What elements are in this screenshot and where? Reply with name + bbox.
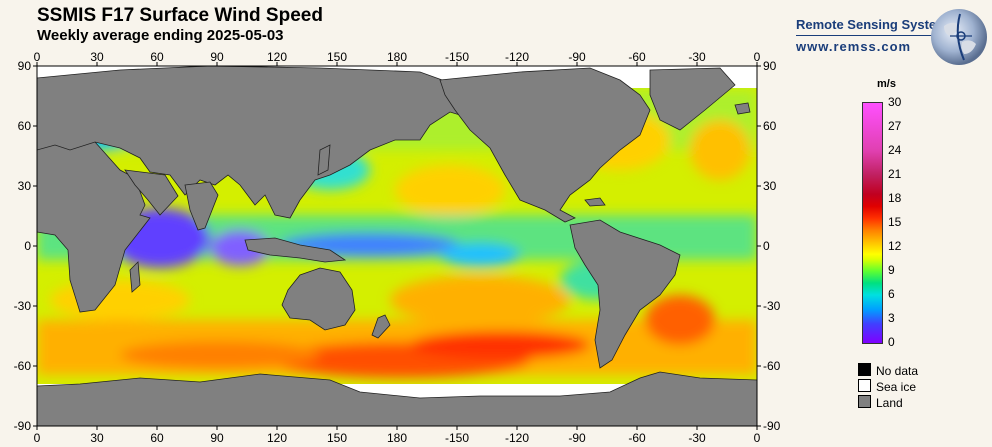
colorbar-tick-label: 0 [888,335,895,349]
legend-label: No data [876,364,919,378]
top-lon-label: 150 [327,50,347,64]
colorbar-tick-label: 30 [888,95,902,109]
left-lat-label: 60 [18,119,32,133]
left-lat-label: 30 [18,179,32,193]
bottom-lon-label: 120 [267,431,287,445]
antarctica [37,371,757,426]
bottom-lon-label: -120 [505,431,529,445]
japan [317,144,331,176]
colorbar-tick-label: 21 [888,167,902,181]
land-masses [37,66,757,426]
greenland [649,67,736,131]
top-lon-label: 180 [387,50,407,64]
colorbar-tick-label: 18 [888,191,902,205]
new-zealand [371,314,391,339]
right-lat-label: -30 [763,299,781,313]
left-lat-label: -90 [14,419,32,433]
madagascar [129,261,141,293]
bottom-lon-label: -60 [628,431,646,445]
right-lat-label: -90 [763,419,781,433]
india [184,181,219,231]
top-lon-label: 30 [90,50,104,64]
axis-ticks [33,62,761,430]
legend-no-data: No data [858,363,918,378]
bottom-lon-label: 150 [327,431,347,445]
bottom-lon-label: -30 [688,431,706,445]
bottom-lon-label: 0 [754,431,761,445]
colorbar-tick-label: 15 [888,215,902,229]
top-lon-label: -60 [628,50,646,64]
top-lon-label: 0 [34,50,41,64]
legend-label: Sea ice [876,380,917,394]
bottom-lon-label: -150 [445,431,469,445]
land-swatch [858,395,871,408]
right-lat-label: -60 [763,359,781,373]
north-america [439,67,651,223]
australia [281,267,356,331]
indonesia [244,237,347,263]
legend-sea-ice: Sea ice [858,379,916,394]
colorbar [862,102,883,344]
bottom-lon-label: 60 [150,431,164,445]
colorbar-tick-label: 27 [888,119,902,133]
africa [37,139,151,313]
iceland [734,102,751,115]
bottom-lon-label: 180 [387,431,407,445]
left-lat-label: 90 [18,59,32,73]
legend-land: Land [858,395,903,410]
right-lat-label: 30 [763,179,777,193]
brand-url[interactable]: www.remss.com [796,39,912,54]
colorbar-tick-label: 12 [888,239,902,253]
colorbar-tick-label: 6 [888,287,895,301]
right-lat-label: 90 [763,59,777,73]
colorbar-tick-label: 24 [888,143,902,157]
colorbar-tick-label: 9 [888,263,895,277]
caribbean-islands [584,197,606,207]
left-lat-label: -60 [14,359,32,373]
right-lat-label: 0 [763,239,770,253]
top-lon-label: -120 [505,50,529,64]
bottom-lon-label: 90 [210,431,224,445]
map-subtitle: Weekly average ending 2025-05-03 [37,27,284,44]
left-lat-label: 0 [24,239,31,253]
bottom-lon-label: -90 [568,431,586,445]
top-lon-label: -90 [568,50,586,64]
top-lon-label: -30 [688,50,706,64]
no-data-swatch [858,363,871,376]
globe-logo-icon [931,9,987,65]
sea-ice-swatch [858,379,871,392]
colorbar-tick-label: 3 [888,311,895,325]
left-lat-label: -30 [14,299,32,313]
arabian-peninsula [124,169,179,216]
top-lon-label: 60 [150,50,164,64]
right-lat-label: 60 [763,119,777,133]
colorbar-unit: m/s [877,78,896,90]
map-title: SSMIS F17 Surface Wind Speed [37,5,323,26]
bottom-lon-label: 30 [90,431,104,445]
top-lon-label: 90 [210,50,224,64]
brand-name: Remote Sensing Systems [796,17,955,32]
bottom-lon-label: 0 [34,431,41,445]
brand-underline [796,35,942,36]
top-lon-label: 120 [267,50,287,64]
top-lon-label: -150 [445,50,469,64]
south-america [569,219,681,369]
top-lon-label: 0 [754,50,761,64]
legend-label: Land [876,396,903,410]
axis-tick-labels: 0 30 60 90 120 150 180 -150 -120 -90 -60 -30 0 0 30 60 9… [14,50,781,445]
